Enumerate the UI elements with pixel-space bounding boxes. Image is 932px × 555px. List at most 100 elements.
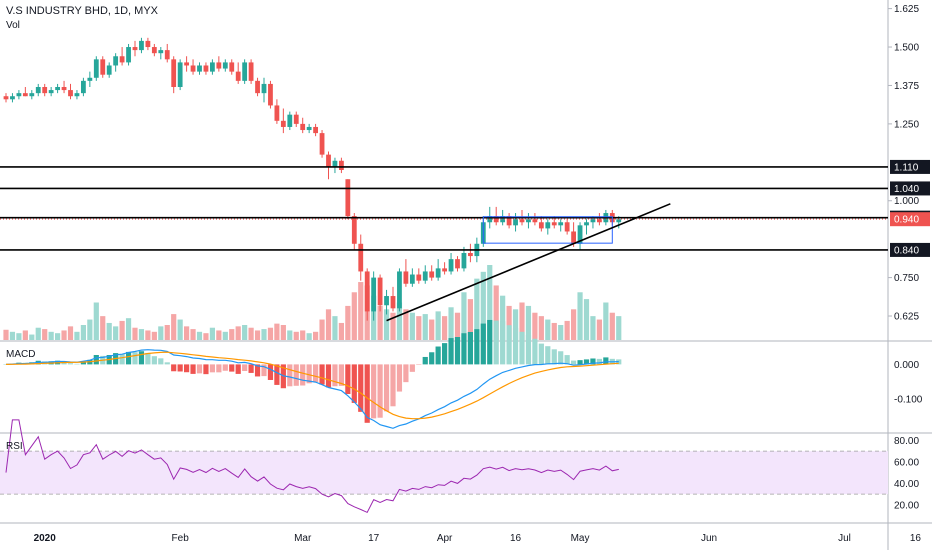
macd-histogram-bar	[416, 364, 422, 365]
candle-body	[119, 56, 125, 63]
macd-histogram-bar	[422, 356, 428, 365]
macd-histogram-bar	[300, 364, 306, 386]
candle-body	[384, 296, 389, 306]
macd-histogram-bar	[145, 352, 151, 365]
candle-body	[397, 271, 402, 309]
macd-histogram-bar	[125, 351, 132, 365]
price-level-badge	[890, 159, 930, 174]
volume-bar	[293, 331, 299, 340]
volume-bar	[42, 329, 48, 340]
macd-histogram-bar	[151, 356, 157, 365]
macd-tick-label: 0.000	[894, 360, 919, 371]
volume-bar	[506, 305, 512, 340]
price-level-label: 0.840	[894, 245, 919, 256]
volume-bar	[429, 319, 435, 340]
macd-histogram-bar	[364, 364, 370, 423]
time-tick-label: Jun	[701, 533, 717, 544]
candle-body	[519, 219, 525, 223]
candle-body	[216, 62, 222, 69]
candle-body	[145, 40, 151, 48]
volume-bar	[261, 329, 267, 340]
macd-histogram-bar	[254, 364, 261, 377]
time-tick-label: Apr	[437, 533, 453, 544]
volume-bar	[500, 295, 506, 340]
volume-bar	[616, 316, 622, 340]
macd-histogram-bar	[538, 343, 544, 365]
price-level-label: 1.040	[894, 184, 919, 195]
candle-body	[332, 160, 338, 167]
volume-bar	[603, 302, 609, 340]
macd-histogram-bar	[396, 364, 403, 392]
time-tick-label: 16	[510, 533, 522, 544]
candle-body	[435, 268, 441, 278]
signal-line	[5, 351, 619, 420]
volume-bar	[577, 292, 583, 340]
macd-histogram-bar	[248, 364, 254, 373]
volume-bar	[22, 330, 28, 340]
time-tick-label: May	[571, 533, 590, 544]
macd-histogram-bar	[358, 364, 364, 412]
volume-bar	[151, 331, 157, 340]
candle-body	[139, 40, 144, 51]
candle-body	[616, 219, 622, 223]
macd-histogram-bar	[164, 362, 170, 365]
candle-body	[171, 59, 177, 87]
candle-body	[371, 277, 377, 312]
volume-bar	[67, 326, 74, 340]
candle-body	[571, 231, 576, 244]
volume-bar	[313, 331, 319, 340]
time-tick-label: Jul	[838, 533, 851, 544]
volume-bar	[448, 307, 454, 340]
macd-histogram-bar	[132, 352, 138, 365]
volume-bar	[132, 327, 138, 340]
macd-histogram-bar	[461, 333, 467, 365]
volume-bar	[454, 312, 461, 340]
price-level-badge	[890, 181, 930, 196]
macd-histogram-bar	[506, 325, 512, 365]
candle-body	[287, 114, 293, 127]
volume-bar	[190, 329, 196, 340]
volume-bar	[435, 311, 441, 340]
rsi-tick-label: 20.00	[894, 500, 919, 511]
volume-bar	[474, 278, 480, 340]
volume-bar	[300, 330, 306, 340]
candle-body	[422, 271, 428, 281]
macd-histogram-bar	[603, 357, 609, 365]
volume-bar	[106, 322, 112, 340]
volume-bar	[319, 319, 325, 340]
macd-histogram-bar	[184, 364, 190, 373]
volume-bar	[467, 299, 473, 340]
macd-histogram-bar	[293, 364, 299, 386]
price-tick-label: 1.375	[894, 81, 919, 92]
volume-bar	[525, 305, 532, 340]
macd-histogram-bar	[338, 364, 344, 386]
macd-label: MACD	[6, 349, 36, 360]
last-price-label: 0.940	[894, 215, 919, 226]
candle-body	[455, 259, 460, 269]
volume-bar	[74, 331, 80, 340]
volume-bar	[564, 320, 570, 340]
volume-bar	[558, 325, 564, 340]
volume-bar	[325, 309, 332, 340]
time-tick-label: Mar	[294, 533, 312, 544]
candle-body	[339, 160, 344, 170]
macd-histogram-bar	[267, 364, 274, 380]
macd-histogram-bar	[558, 351, 564, 365]
candle-body	[42, 87, 48, 94]
volume-bar	[196, 331, 203, 340]
candle-body	[203, 65, 209, 72]
volume-bar	[209, 327, 215, 340]
volume-bar	[3, 329, 9, 340]
volume-bar	[532, 312, 538, 340]
candle-body	[409, 274, 415, 284]
volume-bar	[583, 299, 590, 340]
last-price-badge	[890, 212, 930, 227]
candle-body	[306, 126, 312, 131]
macd-histogram-bar	[325, 364, 332, 388]
macd-histogram-bar	[512, 327, 519, 365]
symbol-title: V.S INDUSTRY BHD, 1D, MYX	[6, 5, 159, 17]
candle-body	[222, 62, 228, 69]
candle-body	[326, 154, 331, 167]
